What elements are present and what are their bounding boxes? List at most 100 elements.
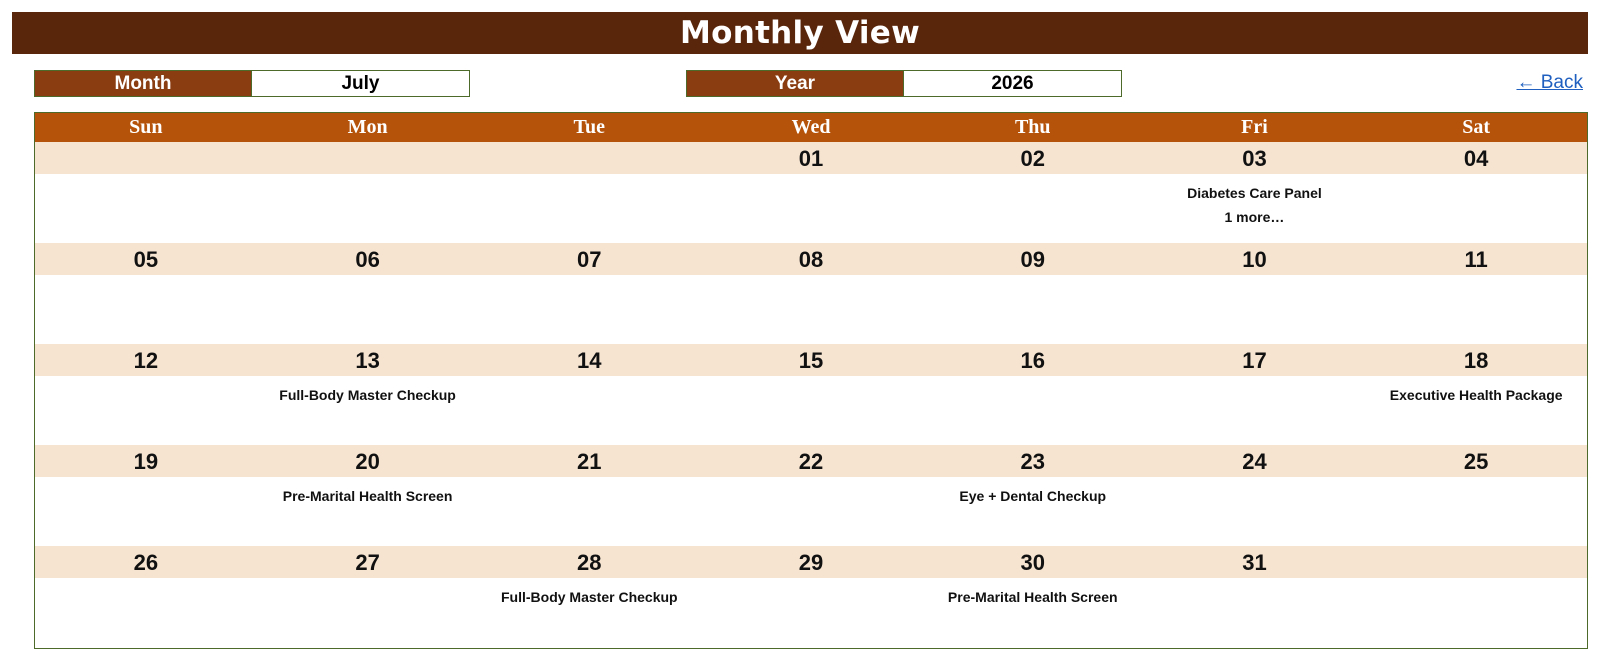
day-number[interactable]: 24 <box>1242 449 1267 474</box>
day-number[interactable]: 10 <box>1242 247 1267 272</box>
day-number[interactable]: 28 <box>577 550 602 575</box>
day-number[interactable]: 23 <box>1020 449 1045 474</box>
day-events-cell <box>1365 477 1587 546</box>
weekday-header: Tue <box>573 116 606 138</box>
day-events-cell <box>478 477 700 546</box>
day-events-cell <box>700 578 922 647</box>
more-events-link[interactable]: 1 more… <box>1224 209 1285 225</box>
day-events-cell: Diabetes Care Panel 1 more… <box>1144 174 1366 243</box>
calendar-event[interactable]: Full-Body Master Checkup <box>279 387 456 403</box>
calendar-grid: Sun Mon Tue Wed Thu Fri Sat 01 02 03 04 Diabetes C… <box>34 112 1588 649</box>
day-events-cell <box>35 174 257 243</box>
day-events-cell <box>1144 477 1366 546</box>
page-title: Monthly View <box>12 12 1588 54</box>
day-number[interactable]: 25 <box>1463 449 1489 474</box>
day-number[interactable]: 03 <box>1242 146 1267 171</box>
day-events-cell <box>257 275 479 344</box>
day-number <box>478 142 700 174</box>
day-number[interactable]: 16 <box>1020 348 1045 373</box>
weekday-header: Wed <box>791 116 831 138</box>
weekday-header: Thu <box>1014 116 1051 138</box>
events-row: Full-Body Master Checkup Executive Health… <box>35 376 1587 445</box>
day-number <box>1365 546 1587 578</box>
day-events-cell <box>257 578 479 647</box>
weekday-header: Mon <box>347 116 388 138</box>
calendar-week: 19 20 21 22 23 24 25 Pre-Marital Health Screen E… <box>35 445 1587 546</box>
day-number[interactable]: 17 <box>1242 348 1267 373</box>
day-number[interactable]: 09 <box>1020 247 1045 272</box>
calendar-week: 26 27 28 29 30 31 Full-Body Master Checkup Pre-… <box>35 546 1587 647</box>
day-number[interactable]: 05 <box>133 247 159 272</box>
day-events-cell <box>35 376 257 445</box>
calendar-event[interactable]: Executive Health Package <box>1389 387 1563 403</box>
month-label: Month <box>34 70 252 97</box>
day-number[interactable]: 26 <box>133 550 159 575</box>
date-row: 05 06 07 08 09 10 11 <box>35 243 1587 275</box>
day-number[interactable]: 07 <box>577 247 602 272</box>
day-number[interactable]: 15 <box>798 348 824 373</box>
events-row <box>35 275 1587 344</box>
day-events-cell <box>700 275 922 344</box>
day-events-cell: Executive Health Package <box>1365 376 1587 445</box>
day-events-cell: Full-Body Master Checkup <box>257 376 479 445</box>
day-number[interactable]: 04 <box>1463 146 1489 171</box>
day-events-cell <box>922 376 1144 445</box>
day-number[interactable]: 19 <box>133 449 159 474</box>
day-number[interactable]: 31 <box>1242 550 1267 575</box>
calendar-week: 05 06 07 08 09 10 11 <box>35 243 1587 344</box>
calendar-event[interactable]: Full-Body Master Checkup <box>501 589 678 605</box>
day-number[interactable]: 21 <box>577 449 602 474</box>
day-number[interactable]: 08 <box>798 247 824 272</box>
day-events-cell: Eye + Dental Checkup <box>922 477 1144 546</box>
day-number <box>257 142 479 174</box>
day-events-cell <box>478 376 700 445</box>
day-number[interactable]: 13 <box>355 348 380 373</box>
day-events-cell <box>478 275 700 344</box>
day-number[interactable]: 18 <box>1463 348 1489 373</box>
calendar-week: 12 13 14 15 16 17 18 Full-Body Master Checkup Ex… <box>35 344 1587 445</box>
day-number[interactable]: 12 <box>133 348 159 373</box>
day-number[interactable]: 02 <box>1020 146 1045 171</box>
day-number[interactable]: 01 <box>798 146 824 171</box>
date-row: 19 20 21 22 23 24 25 <box>35 445 1587 477</box>
day-events-cell <box>35 477 257 546</box>
day-events-cell: Full-Body Master Checkup <box>478 578 700 647</box>
day-number[interactable]: 14 <box>577 348 602 373</box>
day-number[interactable]: 30 <box>1020 550 1045 575</box>
day-number[interactable]: 22 <box>798 449 824 474</box>
day-events-cell <box>478 174 700 243</box>
year-select[interactable]: 2026 <box>904 70 1122 97</box>
month-select[interactable]: July <box>252 70 470 97</box>
day-events-cell <box>1144 376 1366 445</box>
day-events-cell <box>35 578 257 647</box>
day-number[interactable]: 29 <box>798 550 824 575</box>
year-label: Year <box>686 70 904 97</box>
calendar-event[interactable]: Pre-Marital Health Screen <box>282 488 453 504</box>
day-events-cell <box>700 376 922 445</box>
day-events-cell <box>922 174 1144 243</box>
day-events-cell <box>1365 578 1587 647</box>
calendar-event[interactable]: Diabetes Care Panel <box>1187 185 1322 201</box>
day-number[interactable]: 20 <box>355 449 380 474</box>
day-events-cell: Pre-Marital Health Screen <box>257 477 479 546</box>
weekday-header: Sun <box>129 116 163 138</box>
calendar-event[interactable]: Eye + Dental Checkup <box>959 488 1107 504</box>
day-number[interactable]: 06 <box>355 247 380 272</box>
back-link[interactable]: ← Back <box>1516 72 1583 93</box>
day-events-cell <box>1365 275 1587 344</box>
weekday-header-row: Sun Mon Tue Wed Thu Fri Sat <box>35 113 1587 142</box>
day-events-cell <box>257 174 479 243</box>
day-events-cell <box>922 275 1144 344</box>
day-events-cell <box>700 174 922 243</box>
day-events-cell <box>1144 578 1366 647</box>
day-number[interactable]: 11 <box>1464 247 1488 272</box>
events-row: Diabetes Care Panel 1 more… <box>35 174 1587 243</box>
date-row: 26 27 28 29 30 31 <box>35 546 1587 578</box>
day-events-cell: Pre-Marital Health Screen <box>922 578 1144 647</box>
day-number <box>35 142 257 174</box>
calendar-week: 01 02 03 04 Diabetes Care Panel 1 more… <box>35 142 1587 243</box>
calendar-event[interactable]: Pre-Marital Health Screen <box>947 589 1118 605</box>
day-events-cell <box>700 477 922 546</box>
day-number[interactable]: 27 <box>355 550 380 575</box>
date-row: 12 13 14 15 16 17 18 <box>35 344 1587 376</box>
